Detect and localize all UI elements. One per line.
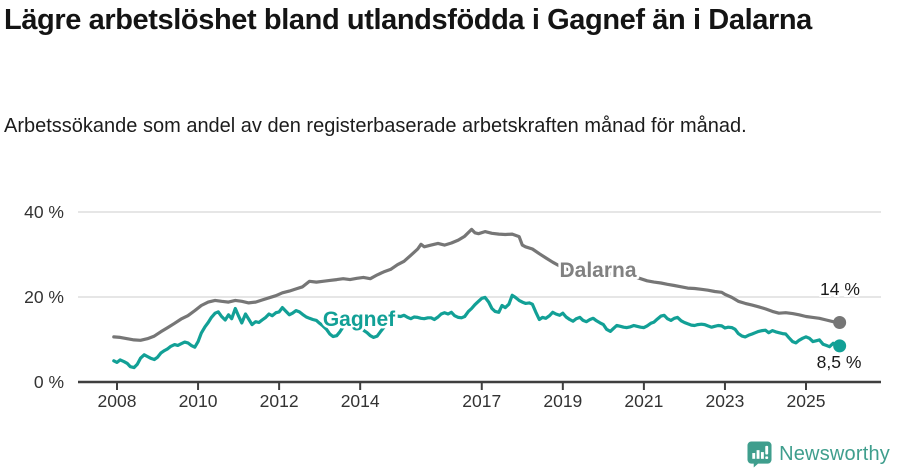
gridlines: [78, 211, 881, 298]
dalarna-series-label: Dalarna: [559, 259, 636, 282]
newsworthy-logo-text: Newsworthy: [779, 442, 890, 465]
x-axis-label: 2017: [462, 391, 501, 411]
dalarna-end-dot: [833, 316, 847, 329]
chart-subtitle: Arbetssökande som andel av den registerb…: [4, 115, 747, 137]
x-axis-label: 2014: [341, 391, 380, 411]
x-axis-label: 2008: [98, 391, 137, 411]
y-axis-label: 40 %: [24, 202, 64, 222]
line-chart: 0 % 20 % 40 % 2008 2010 2012 2014 2017 2019 2021 2…: [24, 202, 881, 411]
gagnef-end-value-label: 8,5 %: [817, 352, 862, 372]
axes: 0 % 20 % 40 % 2008 2010 2012 2014 2017 2019 2021 2…: [24, 202, 881, 411]
gagnef-line: [112, 293, 842, 370]
x-axis-label: 2025: [787, 391, 826, 411]
gagnef-end-dot: [833, 339, 847, 353]
x-axis-label: 2023: [705, 391, 744, 411]
y-axis-label: 20 %: [24, 287, 64, 307]
x-axis-label: 2012: [260, 391, 299, 411]
gagnef-series-label: Gagnef: [323, 308, 396, 331]
x-axis-label: 2021: [624, 391, 663, 411]
dalarna-line: [112, 227, 842, 342]
x-axis-label: 2019: [543, 391, 582, 411]
y-axis-label: 0 %: [34, 372, 64, 392]
bar-chart-speech-bubble-icon: [747, 441, 772, 468]
series-lines: [112, 227, 847, 370]
x-axis-label: 2010: [179, 391, 218, 411]
newsworthy-logo: Newsworthy: [747, 440, 890, 468]
dalarna-end-value-label: 14 %: [820, 279, 860, 299]
page-title: Lägre arbetslöshet bland utlandsfödda i …: [4, 4, 812, 36]
